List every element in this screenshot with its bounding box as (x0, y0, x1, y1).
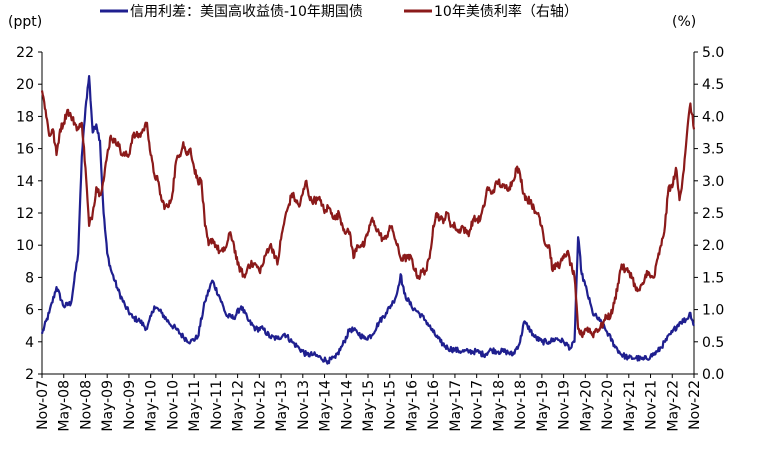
x-tick-label: Nov-14 (339, 380, 355, 430)
x-tick-label: Nov-10 (165, 380, 181, 430)
left-tick-label: 8 (25, 270, 34, 286)
left-tick-label: 14 (16, 174, 34, 190)
left-tick-label: 22 (16, 45, 34, 61)
x-tick-label: Nov-21 (644, 380, 660, 430)
x-tick-label: May-20 (578, 380, 594, 432)
x-tick-label: May-13 (274, 380, 290, 432)
right-tick-label: 1.0 (702, 303, 724, 319)
right-tick-label: 2.0 (702, 238, 724, 254)
x-tick-label: Nov-16 (426, 380, 442, 430)
right-tick-label: 3.0 (702, 174, 724, 190)
x-tick-label: Nov-13 (296, 380, 312, 430)
x-tick-label: May-15 (361, 380, 377, 432)
x-tick-label: May-10 (144, 380, 160, 432)
left-tick-label: 10 (16, 238, 34, 254)
x-tick-label: Nov-15 (383, 380, 399, 430)
x-tick-label: Nov-19 (557, 380, 573, 430)
left-axis-unit: (ppt) (8, 14, 42, 30)
x-tick-label: May-16 (404, 380, 420, 432)
series-layer (40, 75, 696, 365)
x-tick-label: May-17 (448, 380, 464, 432)
x-tick-label: Nov-20 (600, 380, 616, 430)
right-tick-label: 0.5 (702, 335, 724, 351)
legend-label-credit-spread: 信用利差：美国高收益债-10年期国债 (130, 3, 363, 20)
credit-spread-line (40, 75, 695, 365)
x-tick-label: May-22 (665, 380, 681, 432)
left-tick-label: 16 (16, 142, 34, 158)
left-tick-label: 6 (25, 303, 34, 319)
right-tick-label: 0.0 (702, 367, 724, 383)
x-tick-label: Nov-22 (687, 380, 703, 430)
right-tick-label: 2.5 (702, 206, 724, 222)
x-tick-label: Nov-17 (470, 380, 486, 430)
x-tick-label: May-18 (491, 380, 507, 432)
x-tick-label: Nov-08 (78, 380, 94, 430)
legend: 信用利差：美国高收益债-10年期国债 10年美债利率（右轴） (100, 3, 578, 20)
left-tick-label: 2 (25, 367, 34, 383)
x-tick-label: May-14 (318, 380, 334, 432)
right-tick-label: 3.5 (702, 142, 724, 158)
right-tick-label: 4.5 (702, 77, 724, 93)
treasury-yield-line (40, 90, 696, 339)
left-tick-label: 20 (16, 77, 34, 93)
x-tick-label: May-21 (622, 380, 638, 432)
x-tick-label: May-08 (57, 380, 73, 432)
x-tick-label: Nov-11 (209, 380, 225, 430)
left-tick-label: 18 (16, 109, 34, 125)
x-tick-label: Nov-07 (35, 380, 51, 430)
x-tick-label: May-19 (535, 380, 551, 432)
x-tick-label: May-12 (231, 380, 247, 432)
right-axis-unit: (%) (672, 14, 696, 30)
axes: 2 4 6 8 10 12 14 16 18 20 22 0.0 0.5 1.0 1.5 2.0 2.5 3.0 3… (16, 45, 724, 432)
x-tick-label: May-11 (187, 380, 203, 432)
left-tick-label: 4 (25, 335, 34, 351)
x-tick-label: May-09 (100, 380, 116, 432)
right-tick-label: 1.5 (702, 270, 724, 286)
left-tick-label: 12 (16, 206, 34, 222)
x-tick-label: Nov-09 (122, 380, 138, 430)
right-tick-label: 5.0 (702, 45, 724, 61)
legend-label-treasury-yield: 10年美债利率（右轴） (434, 3, 578, 20)
x-tick-label: Nov-18 (513, 380, 529, 430)
right-tick-label: 4.0 (702, 109, 724, 125)
x-tick-label: Nov-12 (252, 380, 268, 430)
